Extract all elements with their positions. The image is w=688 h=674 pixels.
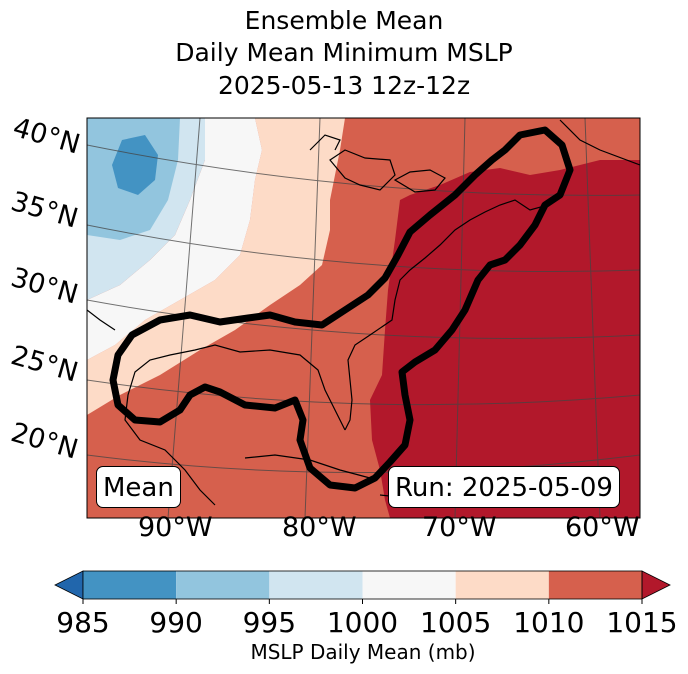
colorbar-extend-high [641,570,671,600]
colorbar-cell-1005-1010 [455,571,549,599]
colorbar-tick-label: 1010 [513,606,585,639]
colorbar-tick-label: 1015 [606,606,678,639]
colorbar-tick-label: 1000 [326,606,399,639]
field-1015-plus [370,160,640,518]
field-1000-1005 [87,118,262,360]
lon-label-90w: 90°W [138,512,213,543]
graticule [87,118,640,518]
pressure-field [87,118,640,518]
title-line-3: 2025-05-13 12z-12z [217,71,471,100]
colorbar-cell-1000-1005 [362,571,456,599]
field-985-990 [112,135,158,195]
run-date-box: Run: 2025-05-09 [388,466,620,508]
title-line-2: Daily Mean Minimum MSLP [175,38,513,67]
colorbar-tick-label: 985 [56,606,110,639]
map-frame [86,117,641,519]
lon-label-80w: 80°W [282,512,357,543]
lon-label-60w: 60°W [565,512,640,543]
highlight-contour [109,126,574,492]
mean-box: Mean [96,466,181,508]
colorbar-tick-label: 995 [242,606,297,639]
lon-label-70w: 70°W [422,512,497,543]
colorbar-tick-label: 990 [149,606,203,639]
colorbar-label: MSLP Daily Mean (mb) [250,640,476,664]
title-line-1: Ensemble Mean [244,6,444,35]
colorbar-cell-990-995 [176,571,270,599]
colorbar-cell-1010-1015 [548,571,642,599]
colorbar-cell-995-1000 [269,571,363,599]
colorbar-tick-label: 1005 [420,606,492,639]
colorbar-extend-low [54,570,84,600]
field-1005-1010 [87,118,345,415]
colorbar-cell-985-990 [83,571,177,599]
